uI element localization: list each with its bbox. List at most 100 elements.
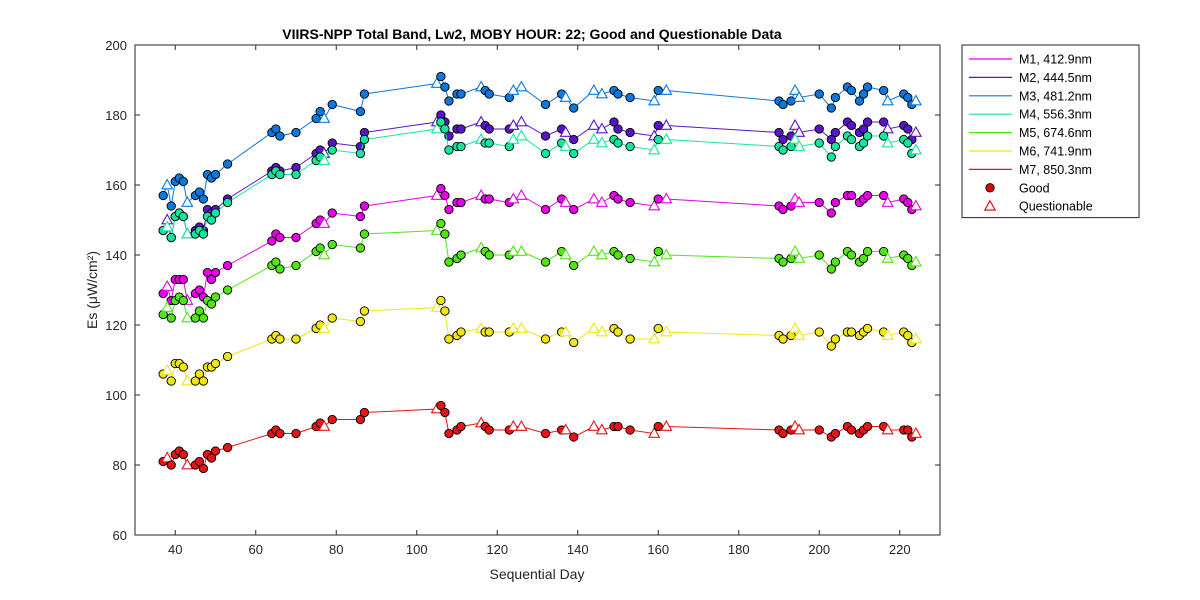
data-point-questionable [595,423,609,435]
data-point-questionable [792,328,806,340]
y-tick-label: 120 [105,318,127,333]
data-point-good [846,120,857,131]
data-point-good [291,169,301,180]
data-point-good [846,425,857,435]
y-tick-label: 200 [105,38,127,53]
data-point-questionable [587,244,601,256]
data-point-good [178,176,188,187]
data-point-questionable [161,451,174,463]
data-point-good [222,351,233,362]
y-tick-label: 80 [113,458,127,473]
data-point-questionable [648,255,661,267]
series-layer [158,71,923,474]
data-point-questionable [648,426,661,438]
x-tick-label: 140 [567,542,589,557]
data-point-good [359,229,370,239]
data-point-good [879,246,889,257]
data-point-questionable [559,423,572,435]
data-point-good [206,274,217,285]
data-point-good [444,334,454,344]
data-point-questionable [881,251,894,263]
data-point-good [327,239,337,250]
data-point-good [484,425,494,435]
data-point-good [436,218,446,229]
data-point-good [210,446,221,456]
data-point-good [444,145,454,155]
data-point-good [440,229,450,239]
data-point-questionable [881,195,894,207]
data-point-good [778,134,788,145]
data-point-questionable [430,188,444,200]
data-point-good [291,334,301,344]
data-point-good [625,334,635,344]
data-point-good [830,334,840,344]
x-tick-label: 220 [889,542,911,557]
data-point-good [858,89,869,99]
data-point-good [830,127,840,138]
data-point-good [291,260,301,271]
data-point-good [903,253,913,264]
data-point-good [830,197,840,208]
data-point-good [440,82,450,92]
legend-entry-good: Good [1019,181,1050,195]
data-point-good [569,204,579,215]
data-point-questionable [507,419,520,431]
x-axis-label: Sequential Day [490,566,585,582]
data-point-questionable [559,248,572,260]
data-point-questionable [507,244,520,256]
data-point-questionable [507,118,520,130]
data-point-questionable [788,321,802,333]
x-tick-label: 100 [406,542,428,557]
data-point-questionable [515,321,528,333]
legend-questionable-marker [983,199,997,211]
data-point-good [625,141,635,152]
data-point-good [484,327,494,337]
data-point-good [456,197,466,208]
legend-entry: M5, 674.6nm [1019,126,1092,140]
data-point-questionable [660,118,673,130]
data-point-good [778,204,788,215]
data-point-good [291,232,301,243]
data-point-questionable [881,328,894,340]
data-point-good [178,295,188,306]
data-point-questionable [660,248,673,260]
data-point-questionable [515,419,528,431]
x-tick-label: 180 [728,542,750,557]
data-point-good [222,442,233,453]
data-point-questionable [507,132,520,144]
data-point-questionable [648,199,661,211]
data-point-good [903,138,913,148]
data-point-good [613,89,623,99]
data-point-questionable [515,80,528,92]
data-point-good [625,425,635,435]
data-point-questionable [909,143,923,155]
data-point-questionable [430,122,444,134]
data-point-good [178,362,188,372]
data-point-questionable [587,118,601,130]
y-tick-label: 180 [105,108,127,123]
data-point-good [355,106,366,117]
data-point-questionable [161,279,174,291]
plot-area [135,45,940,535]
data-point-good [826,134,836,145]
data-point-good [311,113,321,124]
data-point-questionable [181,227,194,239]
data-point-good [166,313,176,323]
data-point-good [862,323,873,334]
data-point-good [355,414,366,425]
data-point-good [291,127,301,138]
data-point-good [194,369,205,379]
data-point-good [613,124,623,134]
data-point-good [194,187,205,197]
x-axis: 40 60 80 100 120 140 160 180 200 220 [168,45,911,557]
data-point-good [456,250,466,260]
data-point-questionable [595,122,609,134]
data-point-questionable [515,188,528,200]
data-point-good [484,250,494,260]
data-point-good [830,141,840,152]
data-point-questionable [881,136,894,148]
data-point-good [456,141,466,152]
data-point-good [194,285,205,295]
series-7 [158,400,923,474]
